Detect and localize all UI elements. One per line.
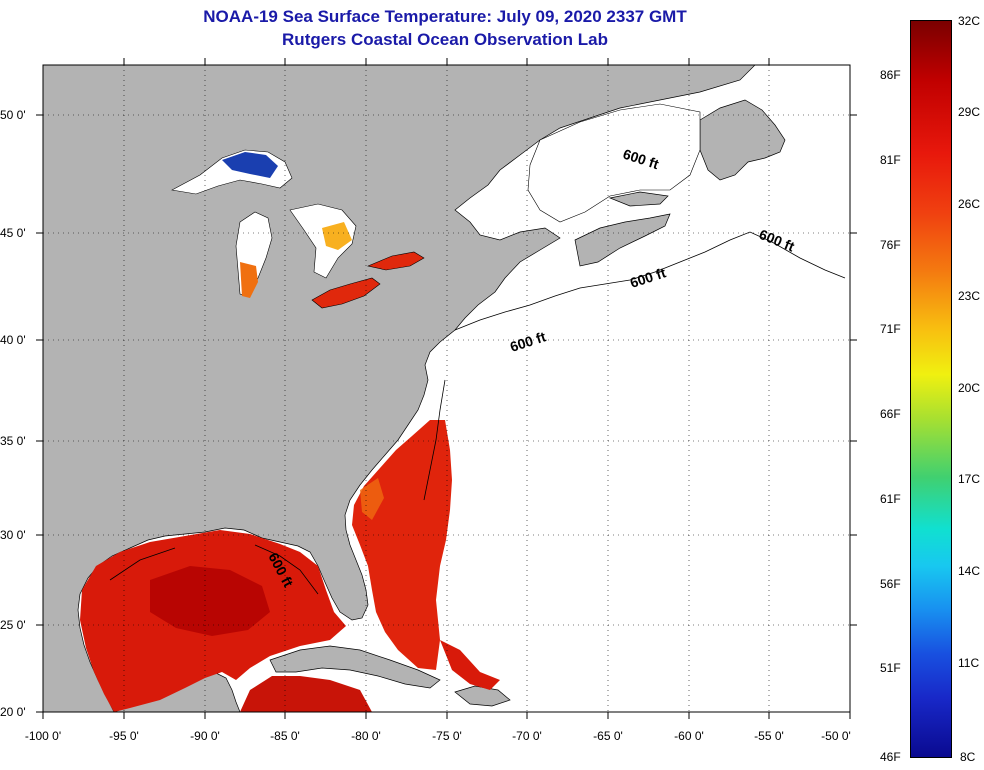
gulf-of-mexico-hot (150, 566, 270, 636)
lake-superior-cold (222, 152, 278, 178)
x-tick-label: -70 0' (512, 729, 542, 743)
x-tick-label: -100 0' (25, 729, 61, 743)
colorbar-celsius-label: 20C (958, 381, 981, 395)
colorbar-celsius-label: 29C (958, 105, 981, 119)
temperature-colorbar (910, 20, 952, 758)
contour-600ft (109, 231, 846, 595)
x-tick-label: -60 0' (674, 729, 704, 743)
atlantic-warm-edge (360, 478, 384, 520)
x-tick-label: -55 0' (754, 729, 784, 743)
y-tick-label: 50 0' (0, 108, 26, 122)
x-tick-label: -50 0' (821, 729, 851, 743)
x-tick-label: -85 0' (270, 729, 300, 743)
lake-michigan-warm (240, 262, 258, 298)
land-nova-scotia (574, 213, 671, 267)
land-hispaniola (454, 685, 511, 707)
colorbar-fahrenheit-label: 81F (880, 153, 901, 167)
colorbar-fahrenheit-label: 56F (880, 577, 901, 591)
gulf-st-lawrence (527, 103, 701, 223)
colorbar-celsius-label: 32C (958, 14, 981, 28)
map-title: NOAA-19 Sea Surface Temperature: July 09… (203, 7, 687, 26)
y-tick-label: 40 0' (0, 333, 26, 347)
y-axis-ticks (36, 114, 857, 713)
y-tick-label: 20 0' (0, 705, 26, 719)
colorbar-fahrenheit-label: 76F (880, 238, 901, 252)
land-newfoundland (699, 99, 786, 181)
colorbar-celsius-label: 17C (958, 472, 981, 486)
colorbar-fahrenheit-label: 61F (880, 492, 901, 506)
florida-keys-sst (440, 640, 500, 690)
colorbar-fahrenheit-label: 51F (880, 661, 901, 675)
colorbar-fahrenheit-label: 86F (880, 68, 901, 82)
x-tick-label: -95 0' (109, 729, 139, 743)
colorbar-celsius-label: 26C (958, 197, 981, 211)
colorbar-celsius-label: 8C (960, 750, 976, 764)
x-tick-label: -65 0' (593, 729, 623, 743)
lake-huron (289, 203, 357, 279)
colorbar-fahrenheit-label: 46F (880, 750, 901, 764)
lake-ontario (367, 251, 425, 271)
colorbar-celsius-label: 11C (958, 656, 980, 670)
x-tick-label: -90 0' (190, 729, 220, 743)
lake-huron-warm (322, 222, 352, 250)
colorbar-celsius-label: 14C (958, 564, 981, 578)
colorbar-celsius-label: 23C (958, 289, 981, 303)
y-tick-label: 25 0' (0, 618, 26, 632)
land-anticosti (608, 191, 669, 207)
colorbar-fahrenheit-label: 66F (880, 407, 901, 421)
map-subtitle: Rutgers Coastal Ocean Observation Lab (282, 30, 608, 49)
colorbar-fahrenheit-label: 71F (880, 322, 901, 336)
y-tick-label: 30 0' (0, 528, 26, 542)
land-cuba (269, 645, 441, 689)
x-tick-label: -80 0' (351, 729, 381, 743)
caribbean-sst (240, 676, 372, 712)
y-tick-label: 35 0' (0, 434, 26, 448)
y-tick-label: 45 0' (0, 226, 26, 240)
x-tick-label: -75 0' (432, 729, 462, 743)
lake-erie (311, 277, 381, 309)
x-axis-ticks (42, 58, 851, 719)
